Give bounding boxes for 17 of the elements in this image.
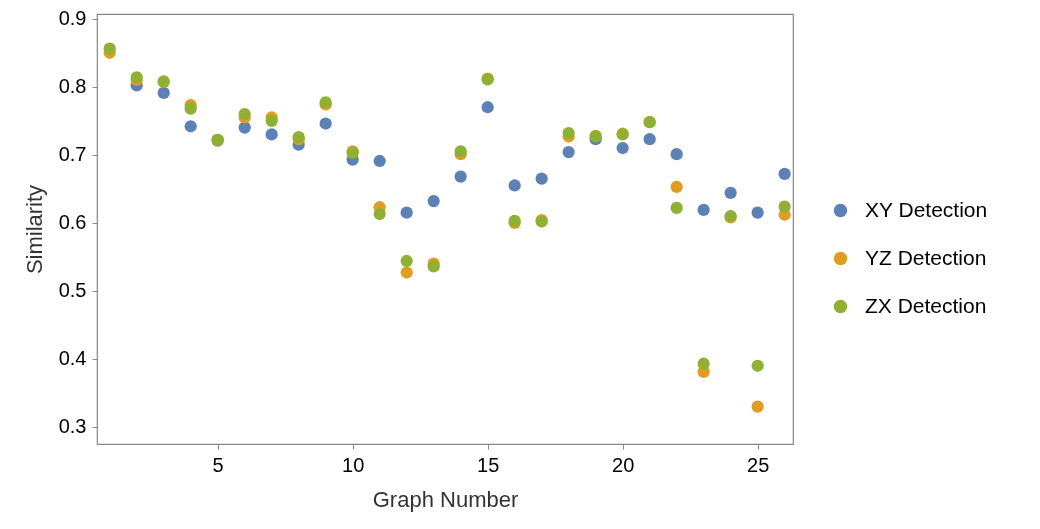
x-tick-label: 5 <box>212 453 224 476</box>
x-tick-label: 15 <box>477 453 500 476</box>
y-tick-label: 0.4 <box>58 347 87 370</box>
x-tick-label: 10 <box>342 453 365 476</box>
y-axis-title: Similarity <box>21 184 47 275</box>
legend-label: ZX Detection <box>865 293 987 317</box>
y-tick-label: 0.8 <box>58 75 87 98</box>
y-tick-label: 0.5 <box>58 279 87 302</box>
legend-label: XY Detection <box>865 197 988 221</box>
y-tick-label: 0.9 <box>58 7 87 30</box>
x-tick-label: 25 <box>747 453 770 476</box>
x-tick-label: 20 <box>612 453 635 476</box>
y-tick-label: 0.6 <box>58 211 87 234</box>
legend-label: YZ Detection <box>865 245 987 269</box>
y-tick-label: 0.3 <box>58 415 87 438</box>
y-tick-label: 0.7 <box>58 143 87 166</box>
x-axis-title: Graph Number <box>372 486 519 512</box>
